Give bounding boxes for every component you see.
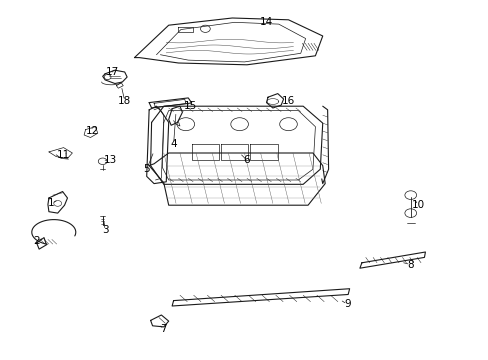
Text: 2: 2: [33, 236, 40, 246]
Text: 5: 5: [143, 164, 150, 174]
Text: 9: 9: [343, 299, 350, 309]
Text: 14: 14: [259, 17, 273, 27]
Text: 7: 7: [160, 324, 167, 334]
Text: 12: 12: [86, 126, 100, 136]
Text: 16: 16: [281, 96, 295, 106]
Text: 11: 11: [57, 150, 70, 160]
Text: 18: 18: [118, 96, 131, 106]
Text: 17: 17: [105, 67, 119, 77]
Text: 6: 6: [243, 155, 250, 165]
Text: 13: 13: [103, 155, 117, 165]
Text: 15: 15: [183, 101, 197, 111]
Text: 4: 4: [170, 139, 177, 149]
Text: 8: 8: [407, 260, 413, 270]
Text: 1: 1: [48, 198, 55, 208]
Text: 3: 3: [102, 225, 108, 235]
Text: 10: 10: [411, 200, 424, 210]
